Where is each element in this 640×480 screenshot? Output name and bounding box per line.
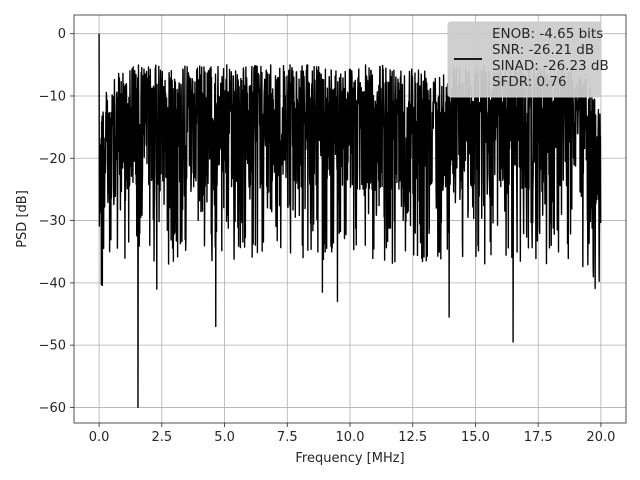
x-tick-label: 0.0 [89, 430, 110, 445]
x-tick-label: 2.5 [151, 430, 172, 445]
legend-text-snr: SNR: -26.21 dB [492, 42, 594, 58]
y-tick-label: −50 [39, 339, 66, 354]
x-tick-label: 15.0 [461, 430, 490, 445]
psd-series-line [98, 33, 602, 409]
x-tick-label: 20.0 [586, 430, 615, 445]
y-tick-label: −30 [39, 214, 66, 229]
legend-text-sinad: SINAD: -26.23 dB [492, 58, 609, 74]
x-tick-label: 17.5 [524, 430, 553, 445]
y-tick-label: −20 [39, 152, 66, 167]
y-tick-label: −10 [39, 89, 66, 104]
legend-text-enob: ENOB: -4.65 bits [492, 26, 603, 42]
y-tick-label: −40 [39, 276, 66, 291]
legend-box [447, 21, 602, 98]
legend-text-sfdr: SFDR: 0.76 [492, 74, 567, 90]
series-layer [98, 33, 602, 409]
y-tick-label: 0 [58, 27, 66, 42]
y-axis-label: PSD [dB] [15, 190, 30, 248]
y-tick-label: −60 [39, 401, 66, 416]
legend: ENOB: -4.65 bits SNR: -26.21 dB SINAD: -… [447, 21, 609, 98]
x-tick-label: 12.5 [398, 430, 427, 445]
x-tick-label: 5.0 [214, 430, 235, 445]
x-tick-label: 10.0 [336, 430, 365, 445]
x-tick-label: 7.5 [277, 430, 298, 445]
x-axis-label: Frequency [MHz] [295, 451, 404, 466]
axis-ticks: 0.0 2.5 5.0 7.5 10.0 12.5 15.0 17.5 20.0 0 −10 −20 −… [39, 27, 616, 445]
